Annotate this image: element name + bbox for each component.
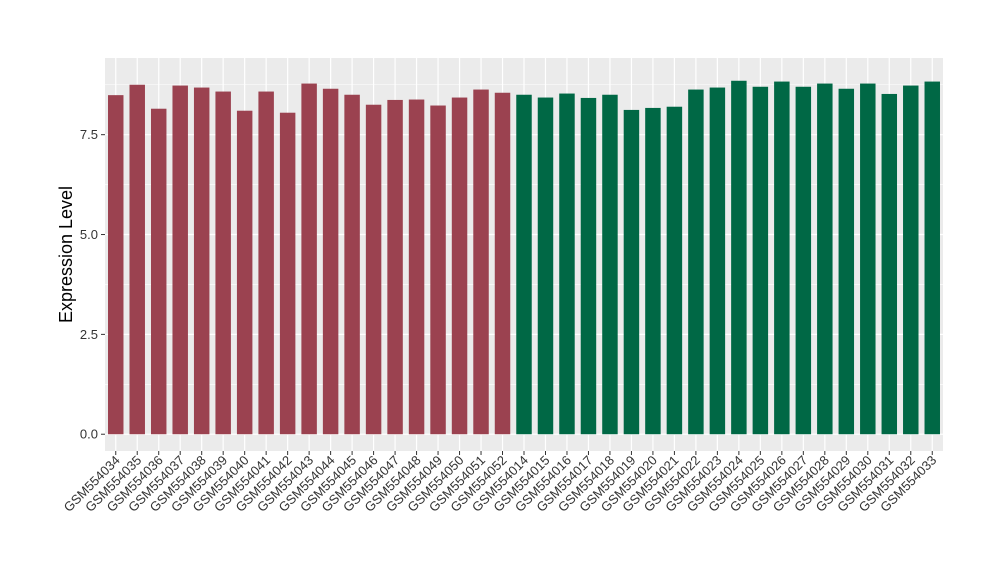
bar-GSM554041	[258, 91, 274, 435]
bar-GSM554018	[602, 94, 618, 435]
y-tick-label: 2.5	[80, 327, 98, 342]
bar-GSM554043	[301, 83, 317, 435]
bar-GSM554040	[236, 110, 253, 435]
y-tick-label: 5.0	[80, 227, 98, 242]
bar-GSM554023	[709, 87, 726, 435]
x-axis-ticks: GSM554034GSM554035GSM554036GSM554037GSM5…	[61, 451, 939, 515]
bar-GSM554028	[817, 83, 833, 435]
bar-GSM554032	[903, 85, 919, 435]
bar-GSM554039	[215, 91, 231, 435]
bar-GSM554030	[860, 83, 876, 435]
bar-GSM554050	[451, 97, 468, 435]
y-axis-ticks: 0.0 2.5 5.0 7.5	[80, 127, 105, 442]
bar-GSM554026	[774, 81, 790, 435]
bar-GSM554015	[537, 97, 554, 435]
bar-GSM554052	[494, 92, 511, 435]
bar-GSM554038	[193, 87, 210, 435]
bar-GSM554021	[666, 106, 683, 435]
bar-GSM554025	[752, 86, 769, 435]
bar-GSM554046	[365, 104, 382, 435]
bar-GSM554014	[516, 94, 532, 435]
y-tick-label: 0.0	[80, 427, 98, 442]
bar-GSM554034	[108, 95, 124, 435]
bar-GSM554051	[473, 89, 489, 435]
bar-GSM554031	[881, 93, 898, 435]
bars	[108, 80, 940, 435]
bar-GSM554042	[279, 112, 296, 435]
bar-GSM554024	[731, 80, 747, 435]
bar-GSM554033	[924, 81, 940, 435]
bar-GSM554016	[559, 93, 575, 435]
bar-GSM554037	[172, 85, 188, 435]
bar-GSM554044	[322, 88, 339, 435]
bar-GSM554036	[150, 108, 167, 435]
bar-GSM554019	[623, 109, 640, 435]
bar-GSM554029	[838, 88, 855, 435]
bar-GSM554048	[408, 99, 425, 435]
bar-GSM554049	[430, 105, 446, 435]
bar-GSM554017	[580, 97, 597, 435]
bar-GSM554027	[795, 86, 812, 435]
bar-GSM554035	[129, 84, 145, 435]
bar-GSM554020	[645, 107, 661, 435]
bar-GSM554045	[344, 94, 360, 435]
bar-GSM554047	[387, 99, 403, 435]
bar-GSM554022	[688, 89, 704, 435]
y-tick-label: 7.5	[80, 127, 98, 142]
y-axis-title: Expression Level	[56, 186, 76, 323]
